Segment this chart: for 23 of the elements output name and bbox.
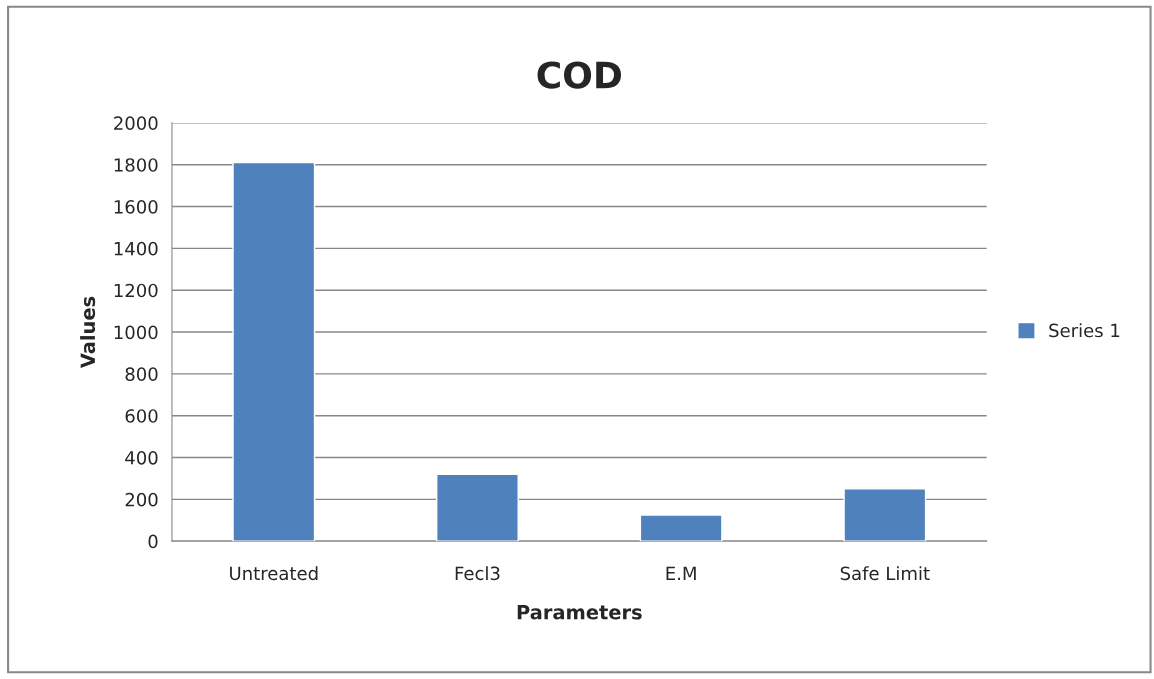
x-axis-title: Parameters	[517, 605, 642, 620]
y-tick-label: 200	[125, 492, 158, 507]
y-tick-label: 0	[148, 534, 158, 549]
x-tick-label: Untreated	[230, 566, 318, 581]
x-tick-label: Safe Limit	[840, 566, 930, 581]
bar	[843, 488, 927, 542]
y-tick-label: 800	[125, 367, 158, 381]
y-tick-label: 1000	[114, 325, 158, 340]
bar	[436, 473, 519, 542]
bar	[639, 514, 723, 542]
x-tick-label: Fecl3	[455, 566, 500, 581]
bar	[232, 161, 316, 542]
y-tick-label: 400	[125, 450, 158, 465]
y-tick-label: 600	[125, 409, 158, 423]
legend-label: Series 1	[1049, 323, 1120, 338]
y-axis-title: Values	[80, 296, 96, 369]
y-tick-label: 1400	[114, 241, 158, 256]
y-tick-label: 2000	[114, 116, 158, 131]
chart-title: COD	[537, 61, 622, 89]
x-tick-label: E.M	[666, 566, 696, 580]
y-tick-label: 1800	[114, 158, 158, 172]
y-tick-label: 1600	[114, 200, 158, 214]
y-tick-label: 1200	[114, 283, 158, 298]
